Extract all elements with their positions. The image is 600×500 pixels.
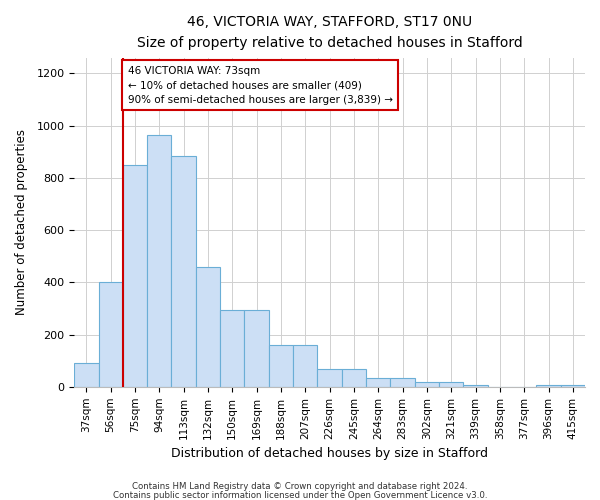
Bar	[74, 364, 98, 387]
Bar	[172, 156, 196, 387]
Bar	[536, 384, 560, 387]
Bar	[415, 382, 439, 387]
Bar	[147, 135, 172, 387]
Bar	[560, 384, 585, 387]
Bar	[220, 310, 244, 387]
Text: Contains public sector information licensed under the Open Government Licence v3: Contains public sector information licen…	[113, 490, 487, 500]
Bar	[317, 368, 342, 387]
Bar	[439, 382, 463, 387]
Bar	[196, 266, 220, 387]
X-axis label: Distribution of detached houses by size in Stafford: Distribution of detached houses by size …	[171, 447, 488, 460]
Bar	[342, 368, 366, 387]
Bar	[366, 378, 391, 387]
Bar	[391, 378, 415, 387]
Bar	[463, 384, 488, 387]
Bar	[98, 282, 123, 387]
Y-axis label: Number of detached properties: Number of detached properties	[15, 130, 28, 316]
Title: 46, VICTORIA WAY, STAFFORD, ST17 0NU
Size of property relative to detached house: 46, VICTORIA WAY, STAFFORD, ST17 0NU Siz…	[137, 15, 523, 50]
Bar	[123, 165, 147, 387]
Bar	[244, 310, 269, 387]
Bar	[269, 345, 293, 387]
Text: Contains HM Land Registry data © Crown copyright and database right 2024.: Contains HM Land Registry data © Crown c…	[132, 482, 468, 491]
Bar	[293, 345, 317, 387]
Text: 46 VICTORIA WAY: 73sqm
← 10% of detached houses are smaller (409)
90% of semi-de: 46 VICTORIA WAY: 73sqm ← 10% of detached…	[128, 66, 392, 105]
